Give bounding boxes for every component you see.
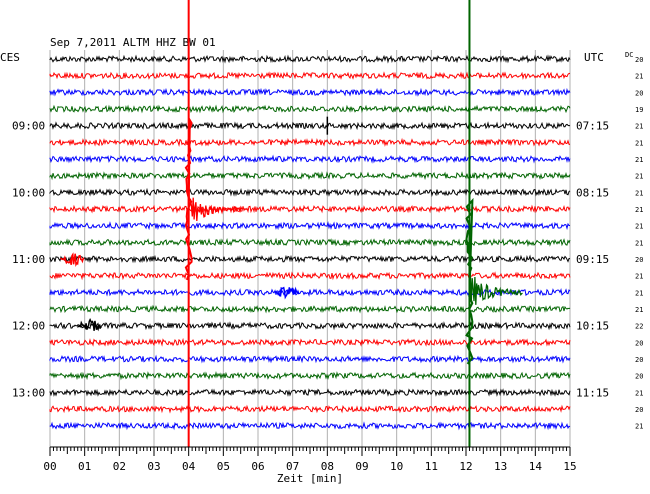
- quake-burst: [468, 270, 523, 305]
- x-tick-label: 06: [251, 460, 264, 473]
- dc-value: 19: [635, 106, 643, 114]
- trace-row: [49, 171, 571, 181]
- trace-row: [49, 404, 571, 414]
- trace-row: [49, 371, 571, 381]
- dc-value: 21: [635, 423, 643, 431]
- dc-value: 21: [635, 139, 643, 147]
- trace-row: [49, 354, 571, 364]
- x-tick-label: 12: [459, 460, 472, 473]
- chart-title: Sep 7,2011 ALTM HHZ BW 01: [50, 36, 216, 49]
- trace-row: [49, 221, 571, 231]
- quake-burst: [188, 193, 243, 222]
- quake-column: [184, 116, 193, 281]
- trace-row: [49, 121, 571, 131]
- dc-value: 21: [635, 306, 643, 314]
- x-tick-label: 00: [43, 460, 56, 473]
- trace-row: [49, 87, 571, 97]
- x-tick-label: 07: [286, 460, 299, 473]
- right-time-label: 09:15: [576, 253, 609, 266]
- left-time-label: 09:00: [12, 120, 45, 133]
- left-time-label: 12:00: [12, 320, 45, 333]
- right-time-label: 10:15: [576, 320, 609, 333]
- trace-row: [49, 304, 571, 314]
- trace-row: [49, 321, 571, 331]
- right-zone-label: UTC: [584, 51, 604, 64]
- right-time-label: 07:15: [576, 120, 609, 133]
- noise-burst: [60, 252, 85, 268]
- trace-row: [49, 337, 571, 347]
- trace-group: [49, 54, 571, 431]
- trace-row: [49, 254, 571, 264]
- dc-value: 21: [635, 239, 643, 247]
- dc-values: 20 21 20 19 21 21 21 21 21 21 21 21 20 21 21 21 22 20 20 20…: [635, 56, 643, 431]
- x-axis: 00 01 02 03 04 05 06 07 08 09 10 11 12 13 14 15: [43, 446, 577, 473]
- dc-value: 22: [635, 323, 643, 331]
- trace-row: [49, 154, 571, 164]
- left-zone-label: CES: [0, 51, 20, 64]
- trace-row: [49, 287, 571, 297]
- dc-value: 20: [635, 89, 643, 97]
- dc-value: 21: [635, 123, 643, 131]
- left-time-label: 10:00: [12, 186, 45, 199]
- dc-value: 21: [635, 223, 643, 231]
- dc-value: 21: [635, 73, 643, 81]
- event-group: [60, 0, 523, 447]
- trace-row: [49, 421, 571, 431]
- dc-value: 20: [635, 356, 643, 364]
- dc-value: 20: [635, 56, 643, 64]
- x-tick-label: 14: [529, 460, 543, 473]
- right-time-label: 08:15: [576, 186, 609, 199]
- x-tick-label: 02: [113, 460, 126, 473]
- trace-row: [49, 187, 571, 197]
- noise-burst: [274, 286, 300, 300]
- left-time-labels: 09:00 10:00 11:00 12:00 13:00: [12, 120, 45, 400]
- x-tick-label: 11: [425, 460, 438, 473]
- dc-value: 21: [635, 273, 643, 281]
- left-time-label: 13:00: [12, 386, 45, 399]
- noise-burst: [77, 317, 102, 332]
- x-tick-label: 10: [390, 460, 403, 473]
- dc-label: DC: [625, 51, 633, 59]
- x-tick-label: 09: [355, 460, 368, 473]
- trace-row: [49, 388, 571, 397]
- dc-value: 20: [635, 373, 643, 381]
- trace-row: [49, 54, 571, 64]
- dc-value: 21: [635, 289, 643, 297]
- x-tick-label: 04: [182, 460, 196, 473]
- dc-value: 21: [635, 389, 643, 397]
- dc-value: 21: [635, 156, 643, 164]
- x-tick-label: 13: [494, 460, 507, 473]
- right-time-labels: 07:15 08:15 09:15 10:15 11:15: [576, 120, 609, 400]
- trace-row: [49, 237, 571, 247]
- trace-row: [49, 104, 571, 114]
- dc-value: 21: [635, 173, 643, 181]
- x-tick-label: 15: [563, 460, 576, 473]
- trace-row: [49, 71, 571, 80]
- dc-value: 21: [635, 189, 643, 197]
- x-tick-label: 01: [78, 460, 91, 473]
- trace-row: [49, 137, 571, 147]
- x-tick-label: 03: [147, 460, 160, 473]
- x-tick-label: 08: [321, 460, 334, 473]
- dc-value: 21: [635, 206, 643, 214]
- right-time-label: 11:15: [576, 386, 609, 399]
- dc-value: 20: [635, 406, 643, 414]
- left-time-label: 11:00: [12, 253, 45, 266]
- dc-value: 20: [635, 256, 643, 264]
- x-tick-label: 05: [217, 460, 230, 473]
- trace-row: [49, 204, 571, 214]
- quake-column: [465, 197, 474, 365]
- trace-row: [49, 271, 571, 281]
- x-axis-label: Zeit [min]: [277, 472, 343, 485]
- dc-value: 20: [635, 339, 643, 347]
